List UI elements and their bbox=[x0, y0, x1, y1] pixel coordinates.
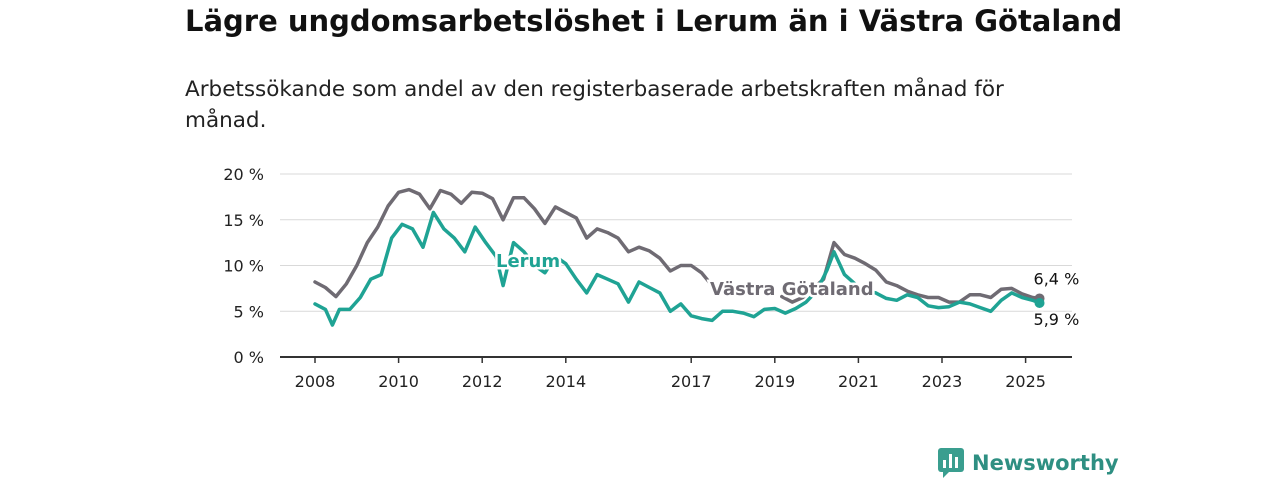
x-axis: 2008 2010 2012 2014 2017 2019 2021 2023 2025 bbox=[280, 356, 1072, 391]
series-name-label: Västra Götaland bbox=[710, 279, 874, 300]
x-tick-label: 2025 bbox=[1005, 372, 1046, 391]
brand-name: Newsworthy bbox=[972, 451, 1119, 475]
y-tick-label: 15 % bbox=[223, 211, 264, 230]
brand-logo[interactable]: Newsworthy bbox=[938, 448, 1119, 478]
series-end-label: 6,4 % bbox=[1034, 269, 1080, 288]
y-tick-label: 5 % bbox=[234, 302, 264, 321]
series-end-label: 5,9 % bbox=[1034, 310, 1080, 329]
chart-title: Lägre ungdomsarbetslöshet i Lerum än i V… bbox=[185, 4, 1123, 38]
y-tick-label: 10 % bbox=[223, 257, 264, 276]
series-lines bbox=[313, 187, 1045, 327]
y-tick-label: 20 % bbox=[223, 165, 264, 184]
y-axis-ticks: 0 % 5 % 10 % 15 % 20 % bbox=[223, 165, 264, 367]
series-line bbox=[313, 210, 1042, 327]
x-tick-label: 2010 bbox=[378, 372, 419, 391]
x-tick-label: 2021 bbox=[838, 372, 879, 391]
bar-chart-speech-bubble-icon bbox=[938, 448, 964, 478]
series-line bbox=[313, 187, 1042, 304]
grid-lines bbox=[280, 173, 1072, 312]
x-tick-label: 2019 bbox=[754, 372, 795, 391]
x-tick-label: 2023 bbox=[922, 372, 963, 391]
x-tick-label: 2012 bbox=[462, 372, 503, 391]
x-tick-label: 2014 bbox=[545, 372, 586, 391]
chart-subtitle: Arbetssökande som andel av den registerb… bbox=[185, 77, 1004, 133]
series-name-label: Lerum bbox=[496, 251, 560, 272]
x-tick-label: 2017 bbox=[671, 372, 712, 391]
series-labels: 6,4 % 5,9 % Lerum Västra Götaland bbox=[494, 249, 1082, 332]
y-tick-label: 0 % bbox=[234, 348, 264, 367]
x-tick-label: 2008 bbox=[295, 372, 336, 391]
series-end-point bbox=[1034, 298, 1045, 309]
